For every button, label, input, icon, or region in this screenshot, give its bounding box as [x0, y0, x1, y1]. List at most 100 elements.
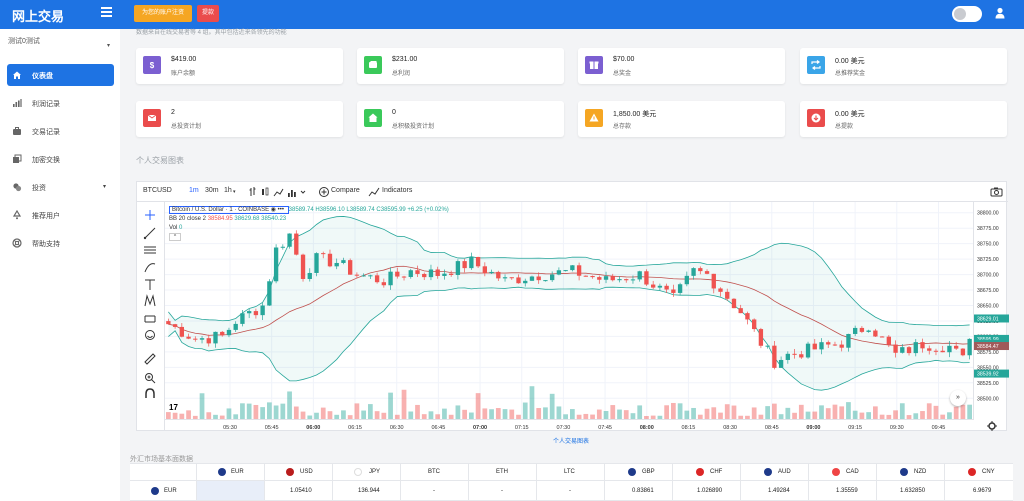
fx-cell-aud[interactable]: 1.49284 — [768, 488, 790, 494]
fx-cell-ltc[interactable]: - — [569, 488, 571, 494]
fx-cell-cad[interactable]: 1.35559 — [836, 488, 858, 494]
volume-bar — [381, 412, 387, 419]
volume-bar — [819, 405, 824, 419]
volume-bar — [792, 412, 797, 419]
emoji-icon[interactable] — [145, 330, 155, 340]
volume-bar — [765, 406, 770, 419]
candle-body — [752, 319, 757, 330]
time-tick-label: 09:45 — [932, 425, 946, 431]
candle-body — [273, 247, 279, 282]
line-style-icon[interactable] — [273, 188, 284, 197]
bar-style-icon[interactable] — [249, 187, 256, 196]
volume-bar — [307, 415, 313, 419]
crosshair-icon[interactable] — [145, 210, 155, 220]
volume-bar — [967, 404, 972, 419]
time-tick-label: 09:15 — [848, 425, 862, 431]
fx-header: EUR — [231, 469, 244, 475]
collapse-legend-icon[interactable]: ^ — [169, 233, 181, 241]
fx-cell-jpy[interactable]: 136.944 — [358, 488, 380, 494]
sidebar-item-help-support[interactable]: 帮助支持 — [7, 232, 114, 254]
volume-bar — [172, 412, 178, 419]
volume-bar — [671, 402, 676, 419]
sidebar-item-profit-records[interactable]: 利润记录 — [7, 92, 114, 114]
hamburger-menu-icon[interactable] — [101, 7, 112, 17]
withdraw-button[interactable]: 提款 — [197, 5, 219, 22]
eye-icon[interactable]: ◉ — [270, 207, 276, 213]
candle-body — [819, 342, 824, 350]
scroll-to-realtime-button[interactable]: » — [950, 390, 966, 406]
fx-cell-usd[interactable]: 1.05410 — [290, 488, 312, 494]
zoom-in-icon[interactable] — [145, 373, 156, 384]
theme-toggle[interactable] — [952, 6, 982, 22]
measure-icon[interactable] — [144, 315, 156, 323]
sidebar-item-crypto-exchange[interactable]: 加密交换 — [7, 148, 114, 170]
chart-caption-link[interactable]: 个人交易图表 — [553, 439, 590, 445]
price-tag-bg — [974, 334, 1009, 343]
volume-bar — [549, 393, 555, 419]
volume-bar — [731, 405, 737, 419]
chevron-down-icon[interactable]: ▾ — [233, 189, 236, 195]
fx-cell-nzd[interactable]: 1.632850 — [900, 488, 926, 494]
fx-cell-eth[interactable]: - — [501, 488, 503, 494]
settings-gear-icon[interactable] — [986, 420, 998, 432]
fx-cell-chf[interactable]: 1.026890 — [697, 488, 723, 494]
volume-bar — [341, 410, 346, 419]
interval-1m[interactable]: 1m — [189, 187, 199, 194]
fib-retracement-icon[interactable] — [144, 246, 156, 254]
legend-symbol[interactable]: Bitcoin / U.S. Dollar · 1 · COINBASE ◉ •… — [169, 206, 289, 214]
fx-cell-gbp[interactable]: 0.83861 — [632, 488, 654, 494]
fund-account-button[interactable]: 为您的账户注资 — [134, 5, 192, 22]
fx-cell-btc[interactable]: - — [433, 488, 435, 494]
volume-bar — [691, 407, 696, 419]
text-icon[interactable] — [145, 279, 155, 290]
fx-cell-cny[interactable]: 6.9679 — [973, 488, 992, 494]
candle-body — [651, 284, 656, 288]
sidebar-item-investment[interactable]: 投资 ▾ — [7, 176, 114, 198]
fx-header: ETH — [496, 469, 508, 475]
interval-30m[interactable]: 30m — [205, 187, 219, 194]
candle-body — [657, 285, 663, 288]
chart-style-icons — [249, 187, 306, 197]
magnet-icon[interactable] — [145, 388, 155, 398]
indicators-button[interactable]: Indicators — [382, 187, 413, 194]
user-icon[interactable] — [994, 7, 1006, 19]
candle-body — [422, 273, 427, 278]
stat-card-profit: $231.00 总利润 — [357, 48, 564, 84]
volume-bar — [657, 415, 663, 419]
account-selector[interactable]: 测试0测试 ▾ — [8, 35, 112, 57]
brand-logo[interactable]: 网上交易 — [12, 9, 65, 24]
more-icon[interactable]: ••• — [277, 207, 284, 213]
drawing-toolbar — [137, 202, 165, 431]
candle-body — [900, 347, 905, 353]
volume-bar — [334, 414, 340, 419]
camera-icon[interactable] — [990, 186, 1003, 197]
price-tick-label: 38775.00 — [977, 226, 999, 232]
volume-bar — [435, 414, 441, 419]
brush-icon[interactable] — [144, 263, 156, 273]
volume-bar — [866, 412, 871, 419]
ruler-icon[interactable] — [144, 353, 156, 365]
sidebar-item-trade-records[interactable]: 交易记录 — [7, 120, 114, 142]
volume-bar — [859, 412, 865, 419]
stat-value: 1,850.00 美元 — [613, 111, 657, 118]
tradingview-logo[interactable]: 17 — [169, 403, 178, 412]
pattern-icon[interactable] — [144, 294, 156, 307]
candle-body — [489, 271, 494, 274]
candlestick-plot[interactable] — [165, 202, 973, 419]
area-style-icon[interactable] — [288, 190, 296, 197]
candle-style-icon[interactable] — [262, 187, 269, 196]
symbol-search[interactable]: BTCUSD — [143, 187, 172, 194]
volume-bar — [846, 402, 851, 419]
candle-body — [267, 281, 272, 306]
candle-body — [805, 343, 811, 358]
compare-button[interactable]: Compare — [331, 187, 360, 194]
candle-body — [253, 311, 259, 316]
time-tick-label: 09:00 — [806, 425, 820, 431]
chevron-down-icon[interactable] — [300, 190, 306, 194]
sidebar-item-referrals[interactable]: 推荐用户 — [7, 204, 114, 226]
sidebar-item-dashboard[interactable]: 仪表盘 — [7, 64, 114, 86]
interval-1h[interactable]: 1h — [224, 187, 232, 194]
time-tick-label: 05:30 — [223, 425, 237, 431]
candle-body — [920, 342, 925, 349]
trend-line-icon[interactable] — [143, 227, 156, 240]
